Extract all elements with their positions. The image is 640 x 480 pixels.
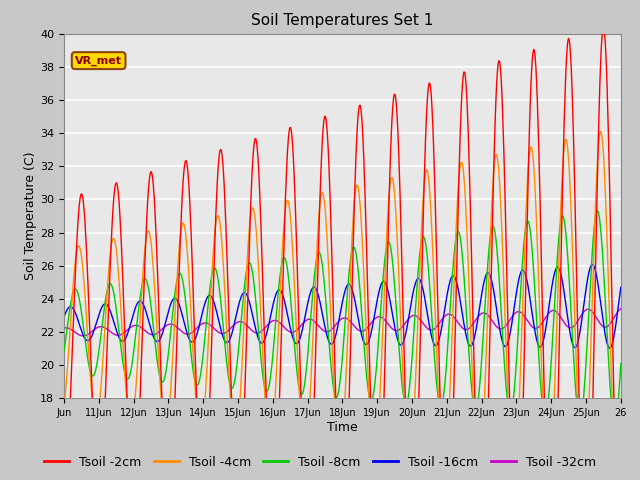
Y-axis label: Soil Temperature (C): Soil Temperature (C) xyxy=(24,152,37,280)
Legend: Tsoil -2cm, Tsoil -4cm, Tsoil -8cm, Tsoil -16cm, Tsoil -32cm: Tsoil -2cm, Tsoil -4cm, Tsoil -8cm, Tsoi… xyxy=(39,451,601,474)
X-axis label: Time: Time xyxy=(327,421,358,434)
Title: Soil Temperatures Set 1: Soil Temperatures Set 1 xyxy=(252,13,433,28)
Text: VR_met: VR_met xyxy=(75,56,122,66)
